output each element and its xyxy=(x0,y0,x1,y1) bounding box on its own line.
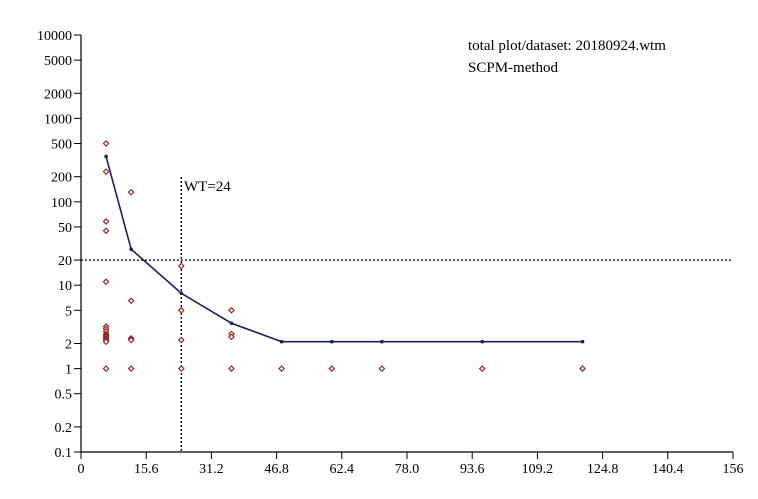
y-tick-label: 10 xyxy=(58,279,72,294)
x-tick-label: 78.0 xyxy=(395,462,420,477)
trend-point xyxy=(129,247,133,252)
data-point xyxy=(228,333,235,341)
y-tick-label: 100 xyxy=(51,196,72,211)
trend-point xyxy=(480,339,485,344)
data-point xyxy=(102,140,110,147)
x-tick-label: 109.2 xyxy=(522,462,554,477)
y-tick-label: 0.2 xyxy=(55,421,73,436)
data-point xyxy=(127,336,135,344)
y-tick-label: 0.1 xyxy=(55,446,73,461)
data-point xyxy=(328,365,336,372)
y-tick-label: 20 xyxy=(58,254,72,269)
x-tick-label: 31.2 xyxy=(199,462,224,477)
y-tick-label: 2 xyxy=(65,337,72,352)
y-tick-label: 5000 xyxy=(44,54,72,69)
data-point xyxy=(378,365,386,372)
x-tick-label: 0 xyxy=(78,462,85,477)
trend-point xyxy=(179,291,184,296)
y-tick-label: 200 xyxy=(51,171,72,186)
data-point xyxy=(127,188,135,196)
y-tick-label: 10000 xyxy=(37,29,72,44)
trend-point xyxy=(104,154,108,159)
data-point xyxy=(102,168,110,176)
y-tick-label: 50 xyxy=(58,221,72,236)
series xyxy=(102,140,586,372)
axes: 0.1 0.2 0.5 1 2 5 10 20 50 100 200 500 1000 2000 5000 1… xyxy=(37,29,744,477)
data-point xyxy=(102,365,110,372)
x-tick-label: 124.8 xyxy=(587,462,619,477)
data-point xyxy=(102,218,110,225)
data-point xyxy=(228,365,235,372)
y-tick-label: 500 xyxy=(51,138,72,153)
data-point xyxy=(102,227,110,235)
trend-point xyxy=(329,339,334,344)
x-tick-label: 15.6 xyxy=(134,462,159,477)
data-point xyxy=(177,306,185,314)
data-point xyxy=(127,297,135,305)
data-point xyxy=(177,365,185,372)
data-point xyxy=(102,278,110,286)
data-point xyxy=(177,262,185,270)
data-point xyxy=(228,306,235,314)
x-tick-label: 140.4 xyxy=(652,462,684,477)
data-point xyxy=(579,365,586,372)
x-tick-label: 156 xyxy=(723,462,744,477)
data-point xyxy=(127,365,135,372)
trend-point xyxy=(380,339,384,344)
y-tick-label: 1000 xyxy=(44,112,72,127)
data-point xyxy=(478,365,486,372)
trend-point xyxy=(229,321,234,326)
y-tick-label: 0.5 xyxy=(55,388,73,403)
x-tick-label: 93.6 xyxy=(460,462,485,477)
data-point xyxy=(177,336,185,344)
chart-title-line-1: total plot/dataset: 20180924.wtm xyxy=(468,38,666,54)
data-point xyxy=(102,338,110,346)
trend-point xyxy=(580,339,585,344)
reference-lines xyxy=(81,177,733,452)
trend-line xyxy=(105,156,583,343)
y-tick-label: 2000 xyxy=(44,87,72,102)
x-tick-label: 46.8 xyxy=(264,462,289,477)
data-point xyxy=(278,365,285,372)
y-tick-label: 5 xyxy=(65,304,72,319)
trend-point xyxy=(279,339,284,344)
wt-threshold-label: WT=24 xyxy=(184,179,231,195)
chart-title-line-2: SCPM-method xyxy=(468,60,559,76)
y-tick-label: 1 xyxy=(65,363,72,378)
x-tick-label: 62.4 xyxy=(330,462,355,477)
